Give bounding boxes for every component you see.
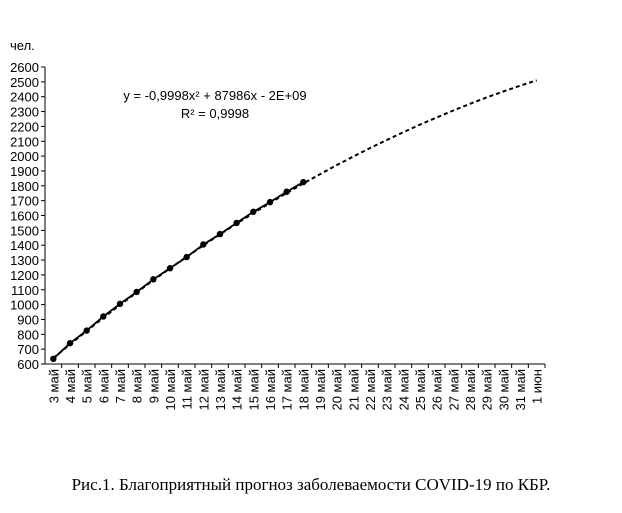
- x-tick-label: 22 май: [363, 369, 378, 411]
- point: [250, 208, 257, 215]
- point: [133, 288, 140, 296]
- y-tick-label: 600: [17, 357, 39, 372]
- point: [183, 253, 190, 261]
- x-tick-label: 13 май: [213, 369, 228, 411]
- y-axis-label: чел.: [10, 38, 35, 53]
- y-tick-label: 2300: [10, 105, 39, 120]
- y-tick-label: 1200: [10, 268, 39, 283]
- x-tick-label: 28 май: [463, 369, 478, 411]
- x-tick-label: 1 июн: [530, 369, 545, 404]
- point: [50, 355, 57, 363]
- y-tick-label: 1500: [10, 223, 39, 238]
- r-squared: R² = 0,9998: [181, 106, 249, 121]
- point: [150, 276, 157, 283]
- y-tick-label: 1900: [10, 164, 39, 179]
- x-tick-label: 24 май: [396, 369, 411, 411]
- y-tick-label: 1600: [10, 209, 39, 224]
- point: [266, 198, 274, 206]
- x-tick-label: 18 май: [296, 369, 311, 411]
- y-tick-label: 1800: [10, 179, 39, 194]
- series-line: [52, 181, 304, 360]
- y-tick-label: 1400: [10, 238, 39, 253]
- trend-equation: y = -0,9998x² + 87986x - 2E+09: [123, 88, 306, 103]
- caption: Рис.1. Благоприятный прогноз заболеваемо…: [72, 475, 551, 494]
- point: [100, 313, 107, 320]
- y-tick-label: 800: [17, 327, 39, 342]
- point: [116, 300, 124, 308]
- x-tick-label: 23 май: [380, 369, 395, 411]
- x-tick-label: 27 май: [446, 369, 461, 411]
- x-tick-label: 26 май: [430, 369, 445, 411]
- y-tick-label: 2600: [10, 60, 39, 75]
- y-tick-label: 2500: [10, 75, 39, 90]
- point: [200, 241, 207, 248]
- y-tick-label: 2000: [10, 149, 39, 164]
- y-tick-label: 1100: [11, 283, 39, 298]
- x-tick-label: 8 май: [130, 369, 145, 403]
- point: [166, 265, 174, 272]
- x-tick-label: 11 май: [180, 369, 195, 410]
- point: [216, 230, 224, 238]
- point: [233, 219, 240, 227]
- point: [300, 178, 307, 186]
- x-tick-label: 29 май: [480, 369, 495, 411]
- x-tick-label: 3 май: [46, 369, 61, 403]
- x-tick-label: 21 май: [346, 369, 361, 411]
- y-tick-label: 900: [17, 312, 39, 327]
- y-tick-label: 700: [17, 342, 39, 357]
- x-tick-label: 15 май: [246, 369, 261, 411]
- x-tick-label: 30 май: [496, 369, 511, 411]
- point: [83, 327, 90, 334]
- y-tick-label: 2100: [10, 134, 39, 149]
- y-tick-label: 2400: [10, 90, 39, 105]
- x-tick-label: 20 май: [330, 369, 345, 411]
- x-tick-label: 19 май: [313, 369, 328, 411]
- point: [283, 188, 290, 195]
- x-tick-label: 9 май: [146, 369, 161, 403]
- x-tick-label: 6 май: [96, 369, 111, 403]
- point: [66, 340, 74, 347]
- x-tick-label: 14 май: [230, 369, 245, 411]
- x-tick-label: 12 май: [196, 369, 211, 411]
- y-tick-label: 1000: [10, 298, 39, 313]
- series-line: [52, 79, 537, 359]
- y-tick-label: 2200: [10, 119, 39, 134]
- y-tick-label: 1700: [10, 194, 39, 209]
- x-tick-label: 10 май: [163, 369, 178, 411]
- y-tick-label: 1300: [10, 253, 39, 268]
- x-tick-label: 4 май: [63, 369, 78, 403]
- x-tick-label: 16 май: [263, 369, 278, 411]
- x-tick-label: 7 май: [113, 369, 128, 403]
- x-tick-label: 25 май: [413, 369, 428, 411]
- x-tick-label: 17 май: [280, 369, 295, 411]
- x-tick-label: 31 май: [513, 369, 528, 411]
- x-tick-label: 5 май: [80, 369, 95, 403]
